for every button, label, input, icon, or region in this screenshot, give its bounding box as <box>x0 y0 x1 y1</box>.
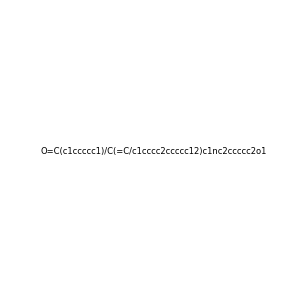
Text: O=C(c1ccccc1)/C(=C/c1cccc2ccccc12)c1nc2ccccc2o1: O=C(c1ccccc1)/C(=C/c1cccc2ccccc12)c1nc2c… <box>40 147 267 156</box>
